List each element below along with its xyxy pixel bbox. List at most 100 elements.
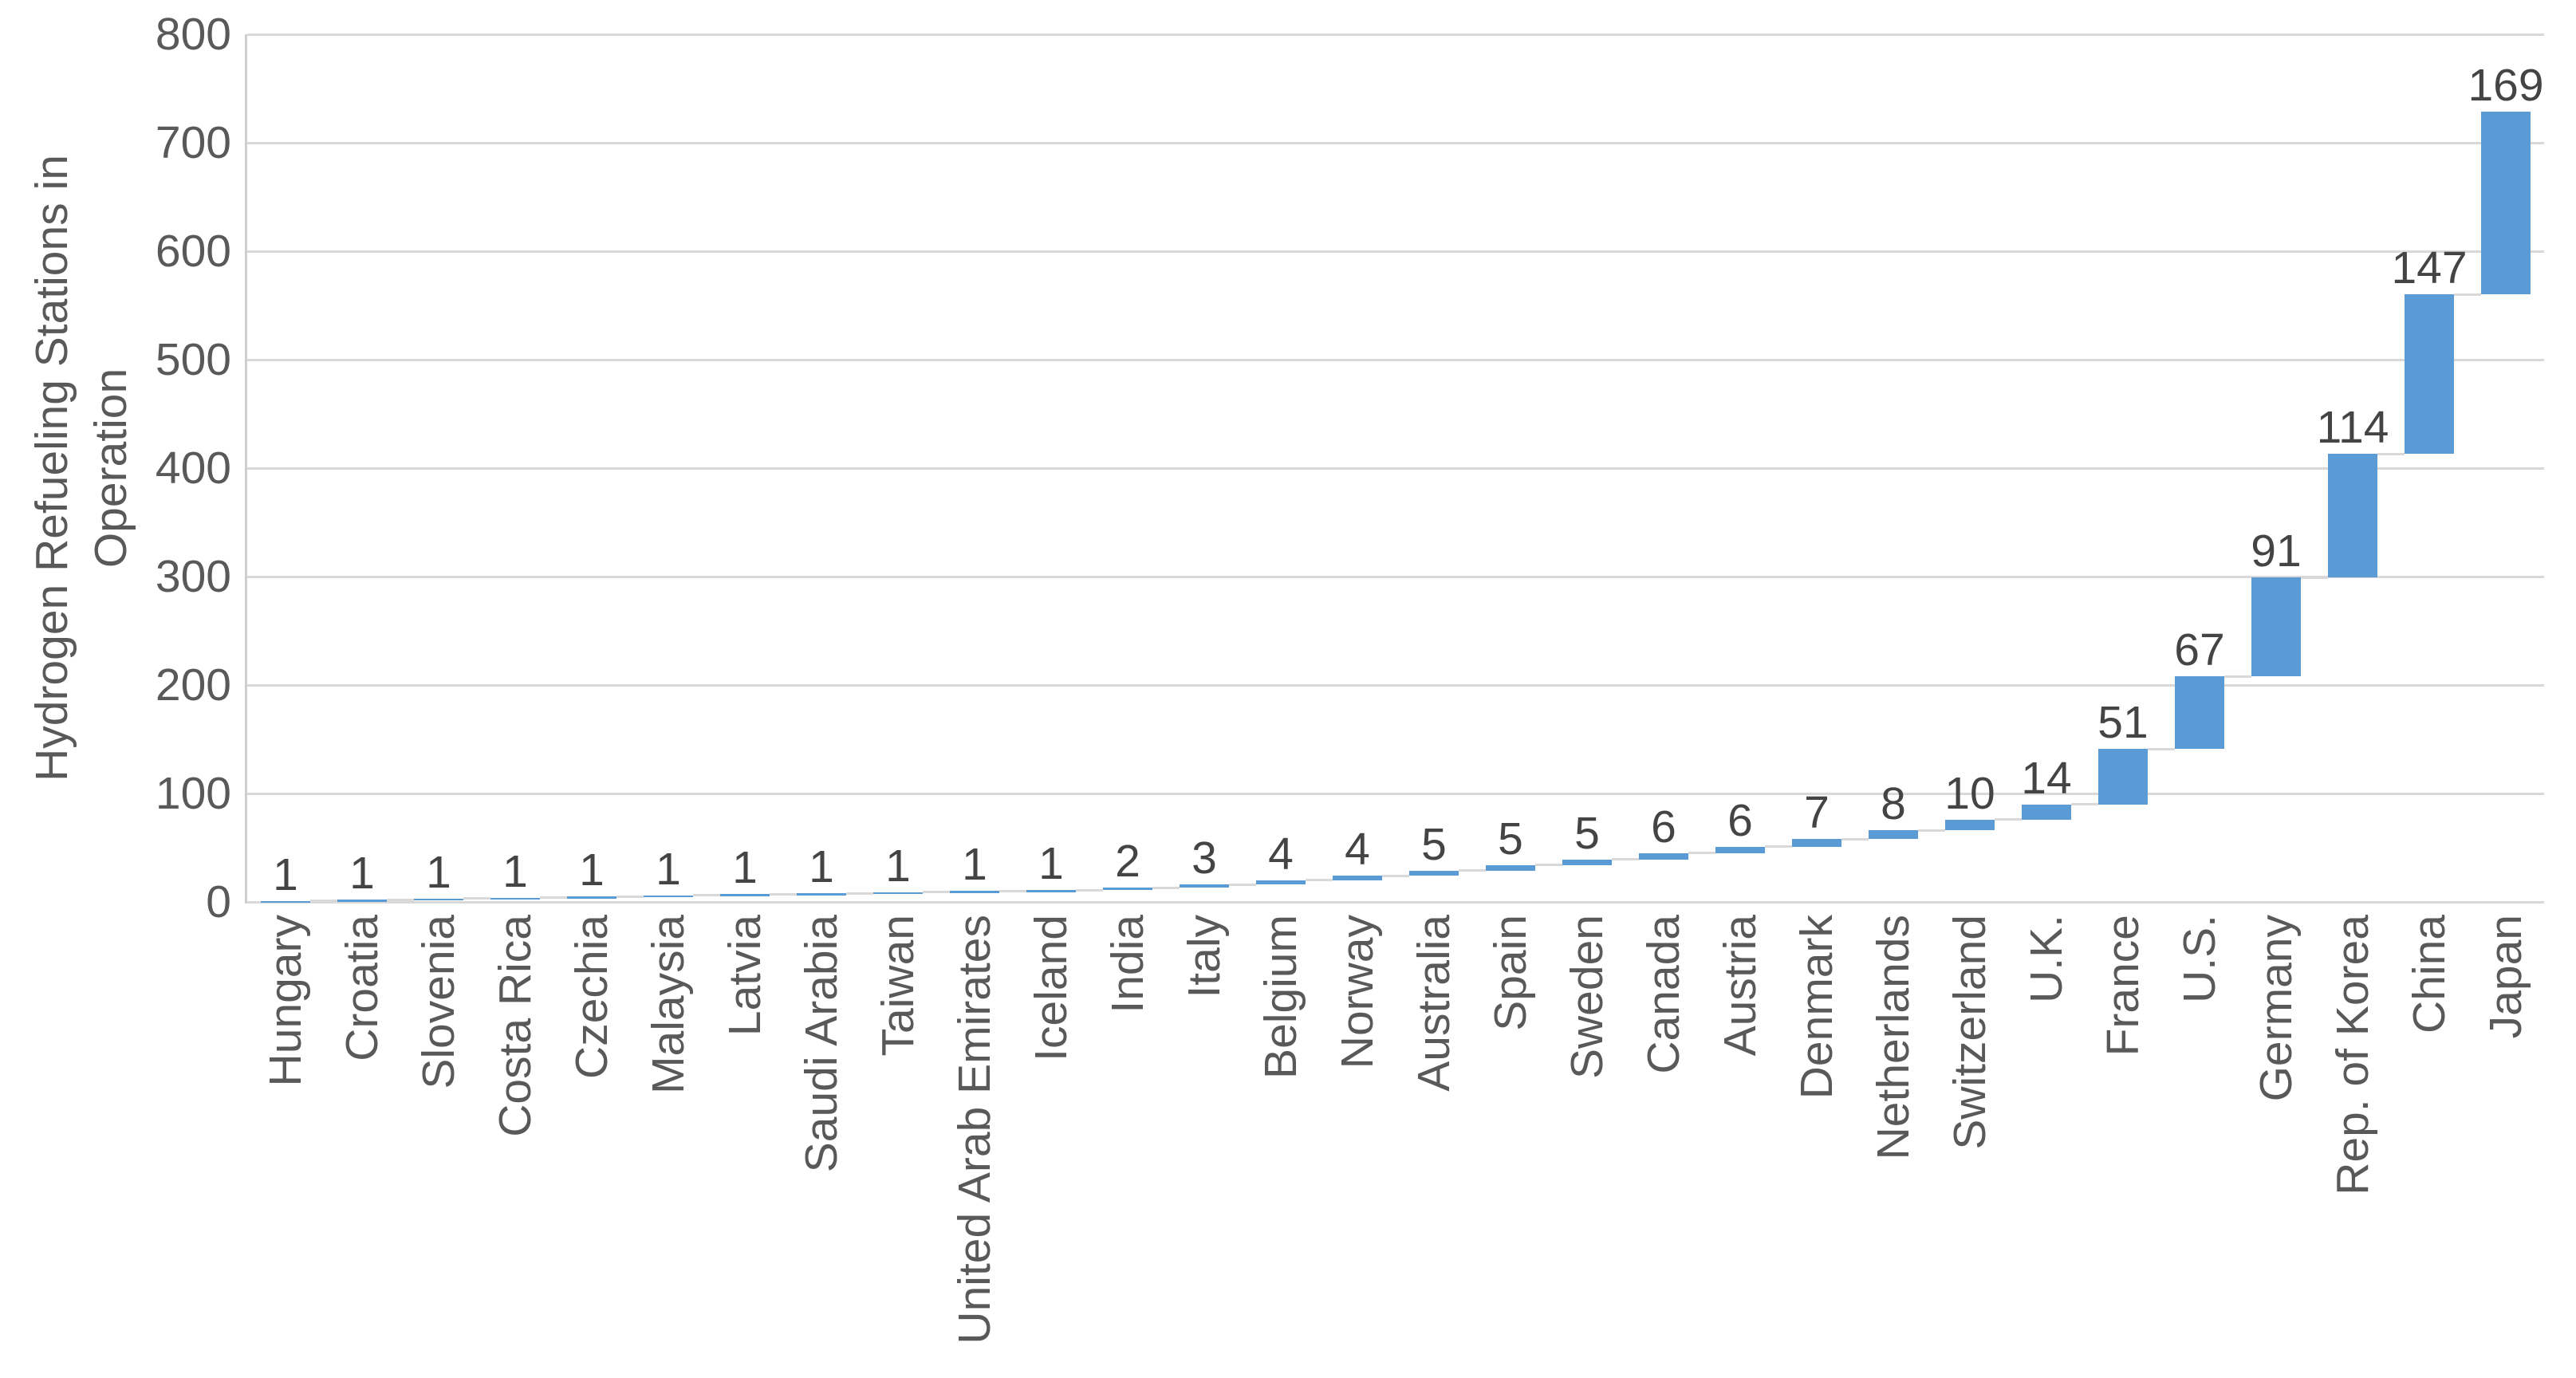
bar-connector — [693, 894, 720, 897]
y-gridline — [247, 250, 2544, 253]
bar-connector — [1076, 888, 1103, 892]
waterfall-bar — [261, 900, 310, 904]
waterfall-bar — [1026, 890, 1076, 892]
bar-data-label: 1 — [426, 846, 451, 898]
x-axis-category-label: Costa Rica — [490, 915, 541, 1137]
x-axis-category-label: Taiwan — [872, 915, 924, 1057]
bar-connector — [1918, 829, 1945, 832]
waterfall-bar — [1333, 876, 1382, 880]
bar-data-label: 8 — [1881, 778, 1906, 830]
y-axis-tick-label: 600 — [155, 226, 231, 277]
bar-connector — [1535, 864, 1562, 867]
bar-connector — [1995, 818, 2022, 821]
bar-connector — [463, 897, 490, 900]
bar-connector — [2377, 452, 2405, 455]
x-axis-category-label: Spain — [1485, 915, 1536, 1031]
waterfall-bar — [2098, 749, 2148, 805]
y-axis-tick-label: 0 — [206, 876, 231, 927]
bar-connector — [2071, 803, 2098, 806]
x-axis-category-label: Australia — [1408, 915, 1459, 1092]
waterfall-bar — [567, 896, 616, 899]
waterfall-bar — [1409, 870, 1459, 876]
x-axis-category-label: U.S. — [2174, 915, 2225, 1003]
x-axis-category-label: Saudi Arabia — [796, 915, 847, 1173]
bar-data-label: 51 — [2097, 697, 2149, 749]
bar-data-label: 114 — [2316, 402, 2389, 454]
bar-connector — [846, 892, 873, 895]
waterfall-bar — [1486, 864, 1535, 871]
waterfall-bar — [1103, 888, 1152, 891]
bar-data-label: 6 — [1651, 801, 1676, 852]
x-axis-category-label: Latvia — [719, 915, 770, 1037]
waterfall-bar — [873, 892, 923, 895]
y-axis-tick-label: 100 — [155, 768, 231, 819]
x-axis-category-label: Japan — [2480, 915, 2531, 1039]
bar-connector — [1229, 883, 1256, 886]
waterfall-bar — [337, 900, 387, 902]
y-axis-tick-label: 800 — [155, 9, 231, 60]
waterfall-bar — [1715, 846, 1765, 853]
bar-data-label: 91 — [2251, 526, 2302, 577]
bar-data-label: 1 — [1038, 838, 1064, 890]
y-gridline — [247, 683, 2544, 687]
bar-data-label: 1 — [579, 845, 605, 896]
x-axis-category-label: Canada — [1638, 915, 1689, 1074]
waterfall-bar — [1256, 880, 1306, 885]
x-axis-category-label: Iceland — [1026, 915, 1077, 1061]
bar-data-label: 1 — [962, 839, 987, 891]
waterfall-bar — [950, 891, 999, 893]
x-axis-category-label: Germany — [2251, 915, 2302, 1102]
bar-data-label: 1 — [656, 843, 681, 895]
waterfall-bar — [2175, 676, 2224, 750]
x-axis-category-label: United Arab Emirates — [949, 915, 1000, 1345]
bar-data-label: 10 — [1944, 767, 1995, 819]
bar-data-label: 67 — [2174, 624, 2225, 676]
waterfall-bar — [2328, 454, 2377, 578]
waterfall-bar — [1562, 859, 1612, 865]
x-axis-category-label: Denmark — [1791, 915, 1842, 1100]
bar-connector — [770, 892, 797, 896]
bar-connector — [387, 898, 414, 901]
y-axis-tick-label: 300 — [155, 551, 231, 602]
y-gridline — [247, 900, 2544, 904]
x-axis-category-label: Belgium — [1255, 915, 1306, 1079]
bar-connector — [2224, 675, 2251, 678]
bar-data-label: 14 — [2021, 752, 2072, 804]
y-axis-tick-label: 500 — [155, 334, 231, 385]
y-axis-tick-label: 200 — [155, 659, 231, 711]
y-gridline — [247, 141, 2544, 144]
x-axis-category-label: Norway — [1332, 915, 1383, 1069]
bar-connector — [1765, 845, 1792, 848]
bar-data-label: 3 — [1191, 833, 1217, 884]
x-axis-category-label: China — [2404, 915, 2455, 1034]
bar-connector — [999, 889, 1026, 892]
y-axis-line — [245, 34, 247, 904]
waterfall-bar — [414, 898, 463, 901]
y-gridline — [247, 33, 2544, 36]
bar-connector — [616, 895, 644, 898]
x-axis-category-label: Italy — [1179, 915, 1230, 998]
bar-data-label: 7 — [1804, 787, 1830, 839]
bar-data-label: 6 — [1727, 794, 1753, 846]
x-axis-category-label: Sweden — [1562, 915, 1613, 1079]
bar-data-label: 169 — [2468, 59, 2544, 111]
x-axis-category-label: Switzerland — [1944, 915, 1995, 1150]
bar-connector — [1382, 874, 1409, 877]
bar-connector — [1688, 852, 1715, 855]
waterfall-bar — [720, 894, 770, 896]
y-gridline — [247, 575, 2544, 578]
bar-connector — [1612, 858, 1639, 861]
bar-connector — [1152, 886, 1180, 889]
bar-data-label: 4 — [1345, 824, 1370, 876]
waterfall-bar — [2251, 577, 2301, 677]
waterfall-bar — [1180, 884, 1229, 888]
bar-data-label: 1 — [885, 840, 911, 892]
bar-data-label: 4 — [1268, 828, 1294, 880]
bar-data-label: 5 — [1498, 813, 1523, 864]
y-axis-tick-label: 400 — [155, 443, 231, 494]
waterfall-bar — [1869, 830, 1918, 840]
y-axis-tick-label: 700 — [155, 117, 231, 168]
x-axis-category-label: Rep. of Korea — [2327, 915, 2378, 1195]
y-gridline — [247, 358, 2544, 361]
